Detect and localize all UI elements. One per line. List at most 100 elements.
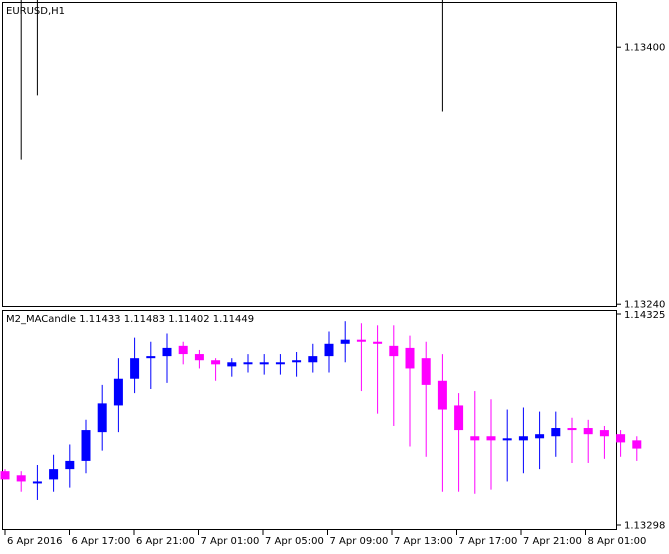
indicator-candle-body <box>194 354 204 361</box>
indicator-candle-body <box>405 347 415 369</box>
time-axis: 6 Apr 2016 6 Apr 17:00 6 Apr 21:00 7 Apr 01… <box>4 530 647 547</box>
indicator-candle <box>81 419 91 474</box>
indicator-candle-body <box>146 356 156 359</box>
main-pane-frame <box>2 2 617 307</box>
indicator-candle <box>211 358 221 381</box>
indicator-candle-body <box>162 347 172 357</box>
indicator-candle <box>518 407 528 474</box>
indicator-candle-body <box>421 358 431 385</box>
indicator-candle <box>583 419 593 463</box>
indicator-candle <box>65 444 75 488</box>
indicator-candle-body <box>178 345 188 355</box>
indicator-candle-body <box>49 469 59 480</box>
x-tick-label: 6 Apr 21:00 <box>136 536 195 547</box>
indicator-candle <box>16 471 26 492</box>
x-tick-label: 7 Apr 05:00 <box>265 536 324 547</box>
indicator-candle <box>470 391 480 494</box>
indicator-y-tick-label: 1.14325 <box>624 310 665 321</box>
indicator-candle-body <box>243 362 253 365</box>
indicator-candle-body <box>65 460 75 470</box>
x-tick-label: 7 Apr 09:00 <box>330 536 389 547</box>
indicator-candle <box>130 337 140 394</box>
main-chart-title: EURUSD,H1 <box>6 6 65 17</box>
indicator-candles <box>0 321 642 500</box>
indicator-candle <box>162 333 172 383</box>
indicator-candle <box>275 354 285 375</box>
indicator-candle-body <box>616 434 626 443</box>
indicator-pane: M2_MACandle 1.11433 1.11483 1.11402 1.11… <box>0 310 665 532</box>
indicator-candle-body <box>211 360 221 365</box>
indicator-candle <box>616 430 626 457</box>
indicator-candle <box>405 335 415 447</box>
indicator-candle-body <box>81 430 91 461</box>
indicator-candle-body <box>632 440 642 449</box>
indicator-candle-body <box>308 356 318 363</box>
indicator-candle <box>292 352 302 377</box>
indicator-candle <box>356 323 366 392</box>
indicator-candle <box>259 354 269 375</box>
indicator-candle <box>340 321 350 363</box>
indicator-candle-body <box>502 438 512 441</box>
indicator-candle <box>146 341 156 389</box>
x-tick-label: 7 Apr 13:00 <box>394 536 453 547</box>
main-y-tick-label: 1.13240 <box>624 300 665 311</box>
indicator-candle-body <box>437 380 447 410</box>
indicator-candle <box>567 417 577 463</box>
price-candle <box>20 0 22 160</box>
x-tick-label: 7 Apr 17:00 <box>459 536 518 547</box>
indicator-candle-body <box>0 471 10 480</box>
indicator-candle <box>0 469 10 480</box>
indicator-candle-body <box>567 428 577 431</box>
indicator-candle <box>599 425 609 459</box>
indicator-candle <box>437 354 447 492</box>
indicator-candle <box>227 358 237 377</box>
indicator-candle-body <box>518 436 528 441</box>
indicator-candle <box>32 465 42 500</box>
indicator-candle-body <box>356 339 366 342</box>
indicator-candle-body <box>470 436 480 441</box>
indicator-candle <box>632 436 642 461</box>
main-price-axis: 1.145201.143601.142001.140401.138801.137… <box>617 43 665 311</box>
indicator-candle-body <box>389 345 399 357</box>
indicator-candle <box>502 409 512 482</box>
indicator-candle-body <box>16 475 26 482</box>
x-tick-label: 8 Apr 01:00 <box>588 536 647 547</box>
x-tick-label: 7 Apr 01:00 <box>201 536 260 547</box>
indicator-candle-body <box>324 343 334 357</box>
main-y-tick-label: 1.13400 <box>624 43 665 54</box>
indicator-candle <box>194 349 204 369</box>
indicator-candle <box>373 325 383 414</box>
indicator-candle-body <box>113 378 123 406</box>
indicator-candle <box>535 411 545 470</box>
indicator-candle-body <box>259 362 269 365</box>
indicator-price-axis: 1.14325 1.13298 <box>617 310 665 532</box>
indicator-candle-body <box>454 405 464 431</box>
indicator-pane-frame <box>2 310 617 530</box>
x-tick-label: 6 Apr 2016 <box>7 536 62 547</box>
indicator-candle <box>308 343 318 373</box>
indicator-candle-body <box>227 362 237 367</box>
indicator-candle <box>178 341 188 365</box>
indicator-y-tick-label: 1.13298 <box>624 521 665 532</box>
indicator-candle <box>97 384 107 451</box>
indicator-candle-body <box>599 430 609 437</box>
indicator-candle <box>486 399 496 490</box>
indicator-candle-body <box>551 428 561 437</box>
indicator-candle-body <box>292 360 302 363</box>
indicator-candle-body <box>373 341 383 344</box>
indicator-candle <box>113 358 123 433</box>
indicator-candle-body <box>97 403 107 433</box>
main-candles <box>20 0 443 160</box>
indicator-candle <box>421 341 431 457</box>
indicator-candle <box>389 325 399 426</box>
indicator-candle <box>454 393 464 492</box>
indicator-candle <box>49 454 59 492</box>
indicator-candle-body <box>583 428 593 435</box>
indicator-candle-body <box>486 436 496 441</box>
indicator-candle <box>243 354 253 373</box>
indicator-label: M2_MACandle 1.11433 1.11483 1.11402 1.11… <box>6 314 254 325</box>
x-tick-label: 7 Apr 21:00 <box>523 536 582 547</box>
